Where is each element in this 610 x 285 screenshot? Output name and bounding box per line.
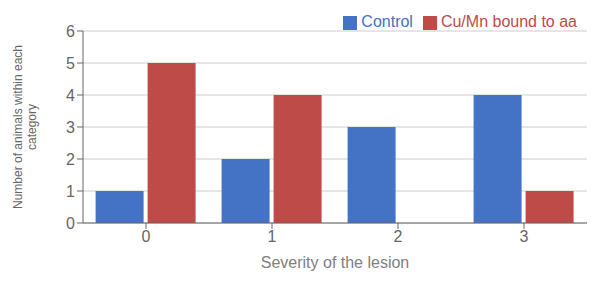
svg-text:0: 0 <box>142 228 151 245</box>
html-text:Control: Control <box>361 13 413 30</box>
svg-text:1: 1 <box>66 183 75 200</box>
svg-text:1: 1 <box>268 228 277 245</box>
svg-text:3: 3 <box>520 228 529 245</box>
svg-text:6: 6 <box>66 23 75 40</box>
html-text:Cu/Mn bound to aa: Cu/Mn bound to aa <box>440 13 577 30</box>
svg-text:5: 5 <box>66 55 75 72</box>
svg-text:Number of animals within eachc: Number of animals within eachcategory <box>11 45 39 209</box>
svg-text:3: 3 <box>66 119 75 136</box>
svg-text:Severity of the lesion: Severity of the lesion <box>261 254 410 271</box>
svg-text:0: 0 <box>66 215 75 232</box>
svg-text:2: 2 <box>66 151 75 168</box>
svg-text:2: 2 <box>394 228 403 245</box>
svg-text:4: 4 <box>66 87 75 104</box>
